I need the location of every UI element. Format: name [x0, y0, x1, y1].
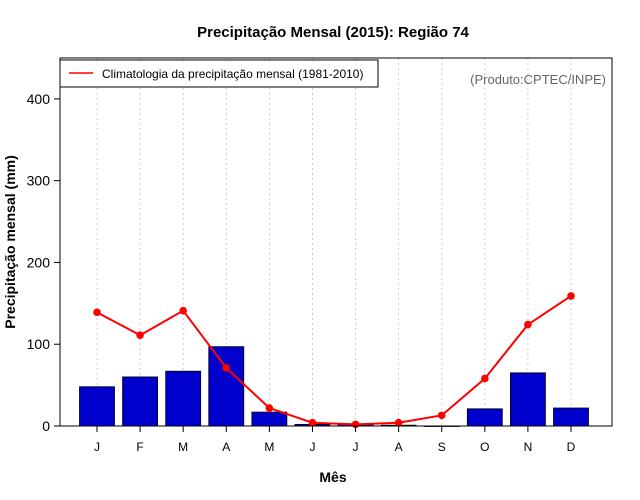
x-axis-label: Mês [319, 469, 346, 485]
bar-3 [165, 370, 202, 427]
x-tick-label-2: F [136, 440, 143, 454]
x-tick-label-12: D [567, 440, 576, 454]
x-tick-label-4: A [222, 440, 230, 454]
x-tick-label-8: A [395, 440, 403, 454]
x-tick-label-11: N [524, 440, 533, 454]
bars-2015 [79, 346, 589, 427]
climatology-line [96, 295, 572, 426]
x-tick-label-7: J [353, 440, 359, 454]
x-tick-label-6: J [309, 440, 315, 454]
y-tick-label-400: 400 [27, 91, 51, 107]
plot-frame [59, 57, 613, 427]
bar-5 [251, 411, 288, 427]
x-tick-label-1: J [94, 440, 100, 454]
x-tick-label-3: M [178, 440, 188, 454]
y-tick-label-200: 200 [27, 254, 51, 270]
bar-1 [79, 386, 115, 427]
climatology-point-2 [136, 331, 144, 340]
bar-10 [466, 408, 503, 427]
bar-11 [510, 372, 546, 427]
climatology-point-12 [567, 292, 575, 300]
source-annotation: (Produto:CPTEC/INPE) [470, 72, 606, 87]
climatology-point-10 [481, 374, 489, 383]
x-tick-label-5: M [264, 440, 274, 454]
climatology-point-3 [179, 306, 187, 315]
climatology-point-1 [93, 308, 101, 317]
climatology-series [93, 292, 575, 429]
climatology-point-11 [524, 320, 532, 329]
bar-4 [208, 346, 245, 427]
y-tick-label-100: 100 [27, 336, 51, 352]
climatology-point-9 [437, 411, 446, 420]
legend-label-climatology: Climatologia da precipitação mensal (198… [102, 67, 363, 81]
legend: Climatologia da precipitação mensal (198… [59, 59, 379, 88]
y-tick-label-300: 300 [27, 173, 51, 189]
climatology-point-4 [222, 364, 231, 372]
climatology-point-8 [394, 418, 403, 427]
x-tick-label-9: S [438, 440, 446, 454]
y-axis: 0 100 200 300 400 [27, 91, 60, 434]
chart-title: Precipitação Mensal (2015): Região 74 [197, 24, 469, 41]
y-axis-label: Precipitação mensal (mm) [2, 155, 18, 329]
climatology-point-5 [265, 404, 274, 412]
bar-2 [122, 376, 158, 427]
y-tick-label-0: 0 [42, 418, 50, 434]
x-tick-label-10: O [480, 440, 489, 454]
vertical-gridlines [96, 58, 572, 426]
legend-box [59, 59, 379, 88]
bar-12 [553, 407, 589, 427]
climatology-point-6 [308, 418, 317, 427]
